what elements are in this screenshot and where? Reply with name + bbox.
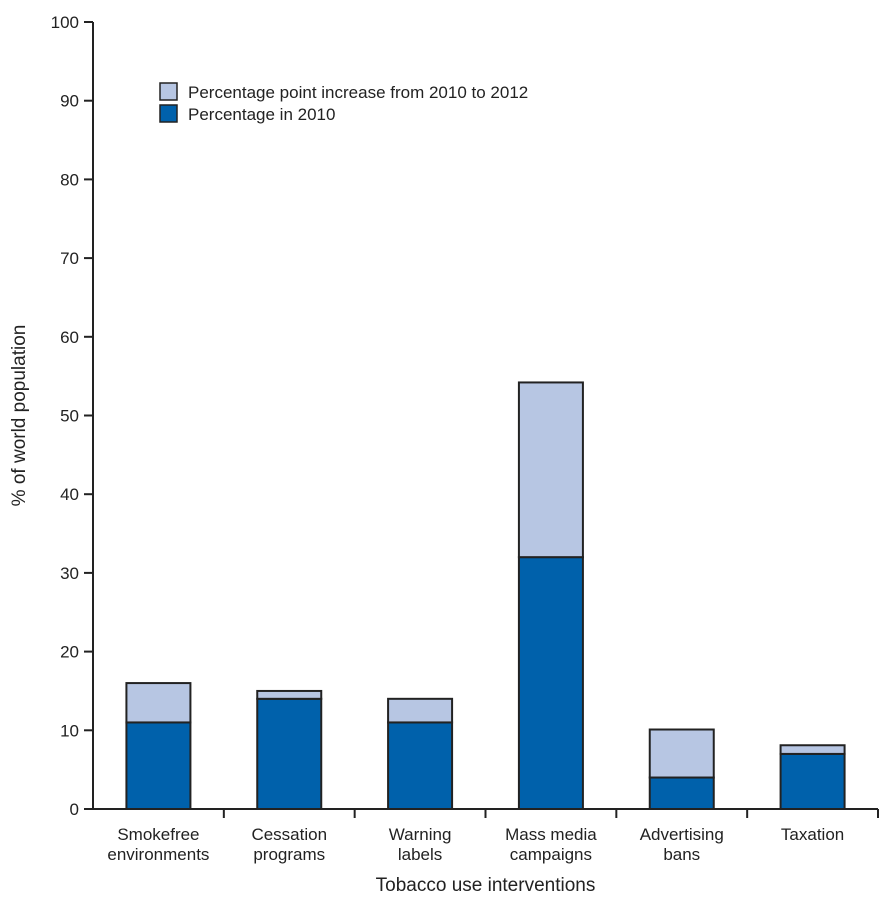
bar-segment-increase — [125, 682, 192, 724]
category-label: Warning labels — [389, 825, 452, 864]
bar-segment-base — [779, 752, 846, 810]
bar-segment-increase — [256, 689, 323, 700]
x-ticks — [222, 809, 879, 818]
y-tick-label: 50 — [60, 407, 79, 426]
y-tick-label: 60 — [60, 328, 79, 347]
category-label: Mass media campaigns — [505, 825, 597, 864]
y-tick-label: 90 — [60, 92, 79, 111]
axes: 0 10 20 30 40 50 60 70 80 90 100 — [51, 13, 879, 819]
category-label-line: environments — [107, 845, 209, 864]
legend-label: Percentage point increase from 2010 to 2… — [188, 83, 528, 102]
bar-segment-base — [125, 721, 192, 810]
category-label-line: Smokefree — [117, 825, 199, 844]
category-label-line: Cessation — [251, 825, 327, 844]
y-tick-label: 40 — [60, 485, 79, 504]
legend-swatch — [159, 104, 178, 123]
category-label-line: labels — [398, 845, 442, 864]
category-labels: Smokefree environments Cessation programs Wa… — [107, 825, 844, 864]
category-label-line: Taxation — [781, 825, 844, 844]
y-tick-label: 30 — [60, 564, 79, 583]
bars — [125, 381, 846, 811]
category-label-line: Warning — [389, 825, 452, 844]
bar-segment-base — [387, 721, 454, 810]
legend: Percentage point increase from 2010 to 2… — [159, 82, 528, 124]
bar-segment-increase — [779, 744, 846, 755]
category-label: Taxation — [781, 825, 844, 844]
category-label-line: bans — [663, 845, 700, 864]
category-label: Smokefree environments — [107, 825, 209, 864]
y-tick-label: 0 — [70, 800, 79, 819]
bar-segment-increase — [387, 697, 454, 724]
category-label: Cessation programs — [251, 825, 327, 864]
x-axis-title: Tobacco use interventions — [376, 875, 596, 896]
legend-label: Percentage in 2010 — [188, 105, 335, 124]
bar-segment-base — [517, 556, 584, 810]
y-tick-label: 10 — [60, 721, 79, 740]
y-ticks: 0 10 20 30 40 50 60 70 80 90 100 — [51, 13, 93, 819]
category-label-line: campaigns — [510, 845, 592, 864]
category-label: Advertising bans — [640, 825, 724, 864]
y-tick-label: 70 — [60, 249, 79, 268]
category-label-line: Mass media — [505, 825, 597, 844]
bar-segment-base — [648, 776, 715, 811]
category-label-line: programs — [253, 845, 325, 864]
bar-segment-increase — [648, 728, 715, 779]
bar-segment-base — [256, 697, 323, 811]
legend-swatch — [159, 82, 178, 101]
category-label-line: Advertising — [640, 825, 724, 844]
bar-segment-increase — [517, 381, 584, 559]
y-tick-label: 100 — [51, 13, 79, 32]
y-tick-label: 80 — [60, 170, 79, 189]
y-axis-title: % of world population — [9, 325, 30, 507]
y-tick-label: 20 — [60, 643, 79, 662]
